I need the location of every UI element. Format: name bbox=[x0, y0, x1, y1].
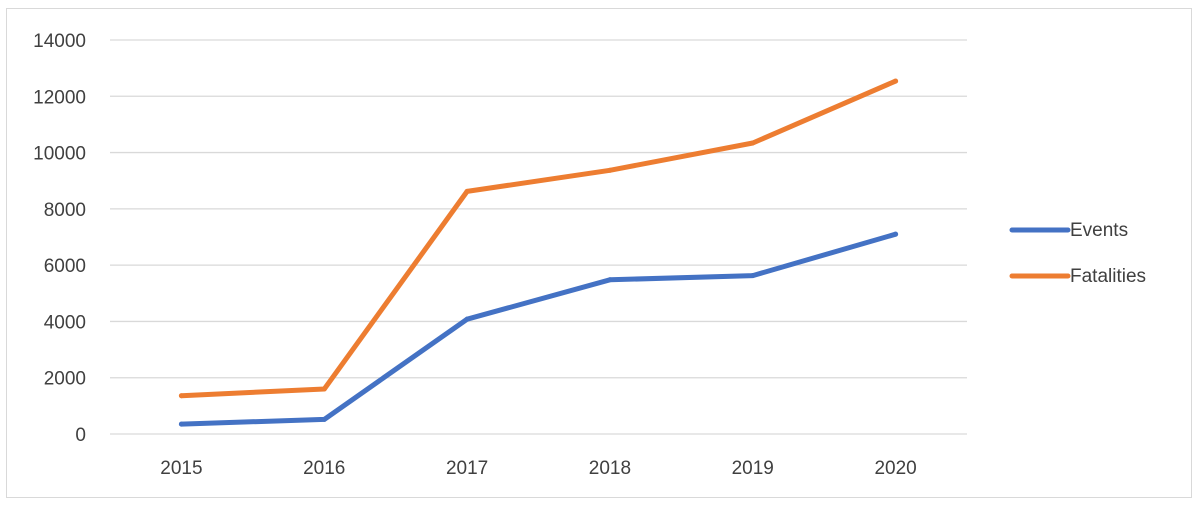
data-point-events-2015 bbox=[178, 421, 184, 427]
data-point-fatalities-2019 bbox=[750, 140, 756, 146]
x-tick-label: 2017 bbox=[446, 458, 488, 479]
x-axis-tick-labels: 2015 2016 2017 2018 2019 2020 bbox=[160, 458, 916, 479]
data-point-events-2019 bbox=[750, 273, 756, 279]
legend-label-fatalities: Fatalities bbox=[1070, 266, 1146, 287]
y-tick-label: 6000 bbox=[44, 256, 86, 277]
data-point-fatalities-2020 bbox=[893, 78, 899, 84]
data-point-events-2016 bbox=[321, 416, 327, 422]
gridlines bbox=[110, 39, 967, 435]
legend-label-events: Events bbox=[1070, 220, 1128, 241]
x-tick-label: 2016 bbox=[303, 458, 345, 479]
data-point-fatalities-2015 bbox=[178, 393, 184, 399]
data-point-fatalities-2016 bbox=[321, 386, 327, 392]
series-lines bbox=[178, 78, 899, 427]
series-line-fatalities bbox=[178, 78, 899, 399]
data-point-events-2017 bbox=[464, 316, 470, 322]
x-tick-label: 2015 bbox=[160, 458, 202, 479]
y-tick-label: 4000 bbox=[44, 312, 86, 333]
data-point-events-2020 bbox=[893, 231, 899, 237]
y-tick-label: 12000 bbox=[33, 87, 86, 108]
data-point-fatalities-2018 bbox=[607, 167, 613, 173]
y-tick-label: 0 bbox=[75, 425, 86, 446]
y-tick-label: 10000 bbox=[33, 144, 86, 165]
x-tick-label: 2019 bbox=[732, 458, 774, 479]
series-line-events bbox=[178, 231, 899, 427]
data-point-events-2018 bbox=[607, 277, 613, 283]
chart-frame bbox=[6, 8, 1192, 498]
y-tick-label: 2000 bbox=[44, 369, 86, 390]
data-point-fatalities-2017 bbox=[464, 188, 470, 194]
y-tick-label: 14000 bbox=[33, 31, 86, 52]
legend: Events Fatalities bbox=[1009, 220, 1146, 287]
y-tick-label: 8000 bbox=[44, 200, 86, 221]
x-tick-label: 2020 bbox=[874, 458, 916, 479]
x-tick-label: 2018 bbox=[589, 458, 631, 479]
y-axis-tick-labels: 0 2000 4000 6000 8000 10000 12000 14000 bbox=[33, 31, 86, 446]
